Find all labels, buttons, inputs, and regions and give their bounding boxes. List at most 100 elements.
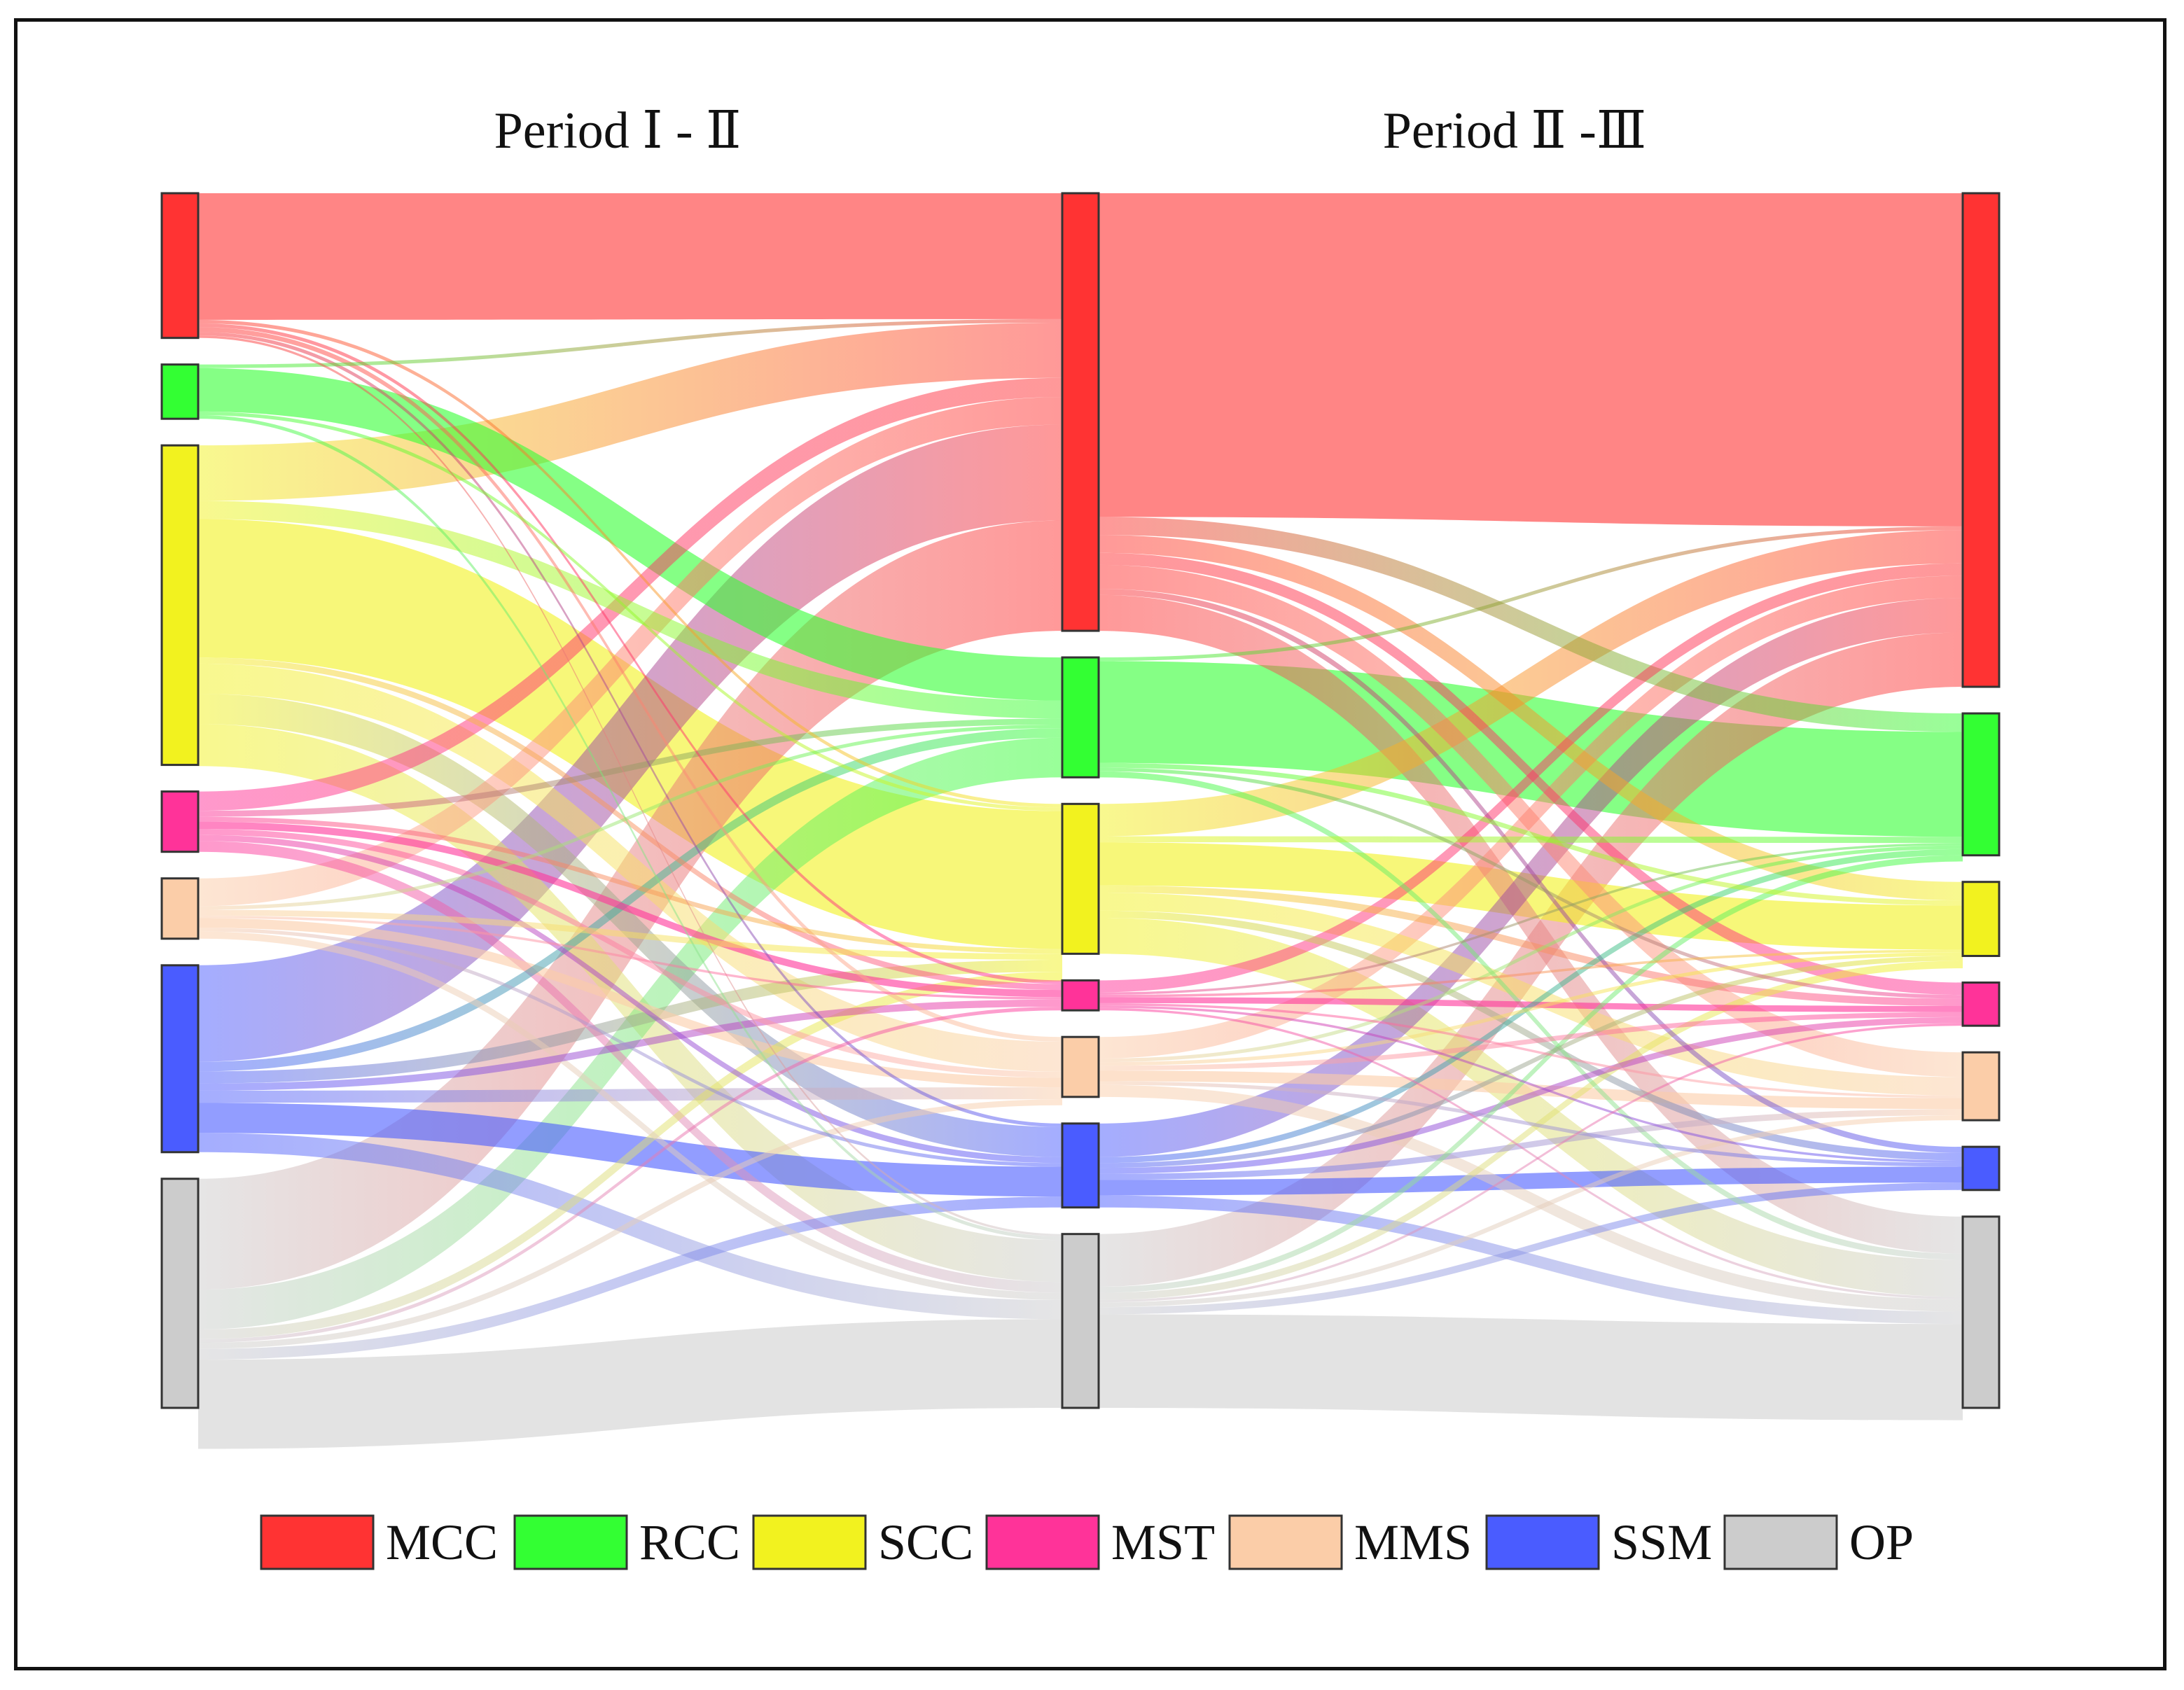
flow-1-mcc-to-op (198, 335, 1062, 1237)
flow-2-rcc-to-op (1099, 771, 1963, 1260)
flow-2-mms-to-rcc (1099, 845, 1963, 1063)
flow-1-mms-to-rcc (198, 724, 1062, 910)
flow-1-op-to-mms (198, 1099, 1062, 1349)
flow-2-op-to-mst (1099, 1023, 1963, 1303)
flow-1-mms-to-op (198, 931, 1062, 1300)
flow-2-mms-to-mms (1099, 1070, 1963, 1110)
flow-2-mst-to-mms (1099, 1003, 1963, 1098)
flow-1-op-to-mcc (198, 520, 1062, 1290)
flow-1-op-to-mst (198, 1007, 1062, 1343)
flow-1-mms-to-scc (198, 909, 1062, 960)
flow-2-mst-to-op (1099, 1007, 1963, 1299)
figure-frame: Period Ⅰ - Ⅱ Period Ⅱ -Ⅲ MCC RCC SCC MST MMS… (14, 18, 2166, 1670)
legend-label-mms: MMS (1354, 1514, 1472, 1570)
node-stage3-mst (1961, 981, 2001, 1027)
flow-2-mcc-to-rcc (1099, 517, 1963, 732)
flow-2-mcc-to-scc (1099, 535, 1963, 901)
legend-swatch-scc (752, 1514, 867, 1570)
flow-2-ssm-to-scc (1099, 956, 1963, 1168)
node-stage1-op (160, 1178, 200, 1409)
node-stage3-mcc (1961, 192, 2001, 688)
flow-2-mst-to-rcc (1099, 843, 1963, 995)
flow-2-scc-to-mms (1099, 893, 1963, 1096)
node-stage2-op (1061, 1233, 1100, 1409)
flow-1-mst-to-rcc (198, 718, 1062, 817)
flow-2-ssm-to-mms (1099, 1109, 1963, 1180)
flow-1-mms-to-mms (198, 918, 1062, 1088)
flow-1-rcc-to-rcc (198, 368, 1062, 701)
flow-2-op-to-rcc (1099, 855, 1963, 1293)
sankey-chart: Period Ⅰ - Ⅱ Period Ⅱ -Ⅲ MCC RCC SCC MST MMS… (160, 102, 2001, 1570)
flow-1-ssm-to-mms (198, 1087, 1062, 1103)
flow-1-rcc-to-op (198, 415, 1062, 1241)
node-stage3-rcc (1961, 712, 2001, 857)
legend-swatch-mcc (260, 1514, 375, 1570)
legend-label-op: OP (1849, 1514, 1914, 1570)
legend-label-scc: SCC (878, 1514, 973, 1570)
flow-1-mst-to-op (198, 841, 1062, 1293)
flow-2-mms-to-mst (1099, 1012, 1963, 1071)
flow-1-mst-to-ssm (198, 834, 1062, 1164)
legend-label-mst: MST (1111, 1514, 1215, 1570)
flow-2-mst-to-ssm (1099, 1005, 1963, 1164)
flow-1-op-to-ssm (198, 1196, 1062, 1360)
flow-2-mcc-to-mcc (1099, 193, 1963, 526)
stage-nodes (160, 192, 2001, 1409)
flow-1-mms-to-ssm (198, 928, 1062, 1167)
node-stage1-mcc (160, 192, 200, 340)
period-title-2: Period Ⅱ -Ⅲ (1383, 102, 1647, 160)
flow-1-mcc-to-scc (198, 319, 1062, 808)
period-title-1: Period Ⅰ - Ⅱ (494, 102, 742, 160)
flow-2-rcc-to-mcc (1099, 526, 1963, 662)
node-stage3-ssm (1961, 1145, 2001, 1192)
node-stage2-rcc (1061, 656, 1100, 778)
flow-2-scc-to-op (1099, 918, 1963, 1297)
node-stage2-mcc (1061, 192, 1100, 632)
node-stage2-ssm (1061, 1122, 1100, 1209)
flow-2-rcc-to-scc (1099, 762, 1963, 906)
flow-1-ssm-to-mst (198, 999, 1062, 1091)
flow-2-mms-to-mcc (1099, 575, 1963, 1059)
flow-2-rcc-to-mst (1099, 767, 1963, 999)
flow-1-scc-to-mst (198, 657, 1062, 991)
legend-swatch-mms (1228, 1514, 1343, 1570)
flow-2-rcc-to-rcc (1099, 661, 1963, 837)
flow-2-scc-to-scc (1099, 842, 1963, 950)
flow-1-ssm-to-scc (198, 959, 1062, 1084)
flow-2-op-to-scc (1099, 961, 1963, 1300)
flow-2-mcc-to-ssm (1099, 589, 1963, 1153)
flow-2-ssm-to-op (1099, 1195, 1963, 1325)
flow-1-mcc-to-ssm (198, 332, 1062, 1127)
legend-label-mcc: MCC (386, 1514, 498, 1570)
legend-swatch-ssm (1485, 1514, 1600, 1570)
flow-1-mms-to-mcc (198, 397, 1062, 907)
flow-1-op-to-op (198, 1319, 1062, 1449)
flow-2-mcc-to-op (1099, 594, 1963, 1254)
node-stage3-mms (1961, 1051, 2001, 1122)
flow-1-scc-to-mms (198, 663, 1062, 1072)
node-stage2-mms (1061, 1035, 1100, 1098)
flow-1-mcc-to-mst (198, 323, 1062, 984)
legend-swatch-rcc (513, 1514, 628, 1570)
flow-1-mcc-to-mms (198, 327, 1062, 1042)
flow-1-op-to-scc (198, 972, 1062, 1339)
flow-1-mst-to-mms (198, 828, 1062, 1078)
legend-swatch-op (1723, 1514, 1838, 1570)
flow-links (198, 193, 1963, 1449)
legend-label-rcc: RCC (639, 1514, 740, 1570)
flow-2-op-to-op (1099, 1314, 1963, 1420)
node-stage2-scc (1061, 802, 1100, 955)
flow-2-scc-to-ssm (1099, 910, 1963, 1161)
flow-1-ssm-to-mcc (198, 424, 1062, 1062)
flow-2-op-to-mcc (1099, 632, 1963, 1287)
flow-1-mcc-to-mcc (198, 193, 1062, 320)
flow-1-mst-to-mst (198, 821, 1062, 998)
flow-2-op-to-ssm (1099, 1182, 1963, 1315)
flow-1-rcc-to-mcc (198, 319, 1062, 368)
legend-swatch-mst (985, 1514, 1100, 1570)
flow-2-ssm-to-rcc (1099, 849, 1963, 1164)
flow-1-scc-to-ssm (198, 693, 1062, 1157)
flow-2-mms-to-op (1099, 1084, 1963, 1312)
flow-2-mst-to-scc (1099, 949, 1963, 998)
flow-1-mst-to-mcc (198, 377, 1062, 811)
